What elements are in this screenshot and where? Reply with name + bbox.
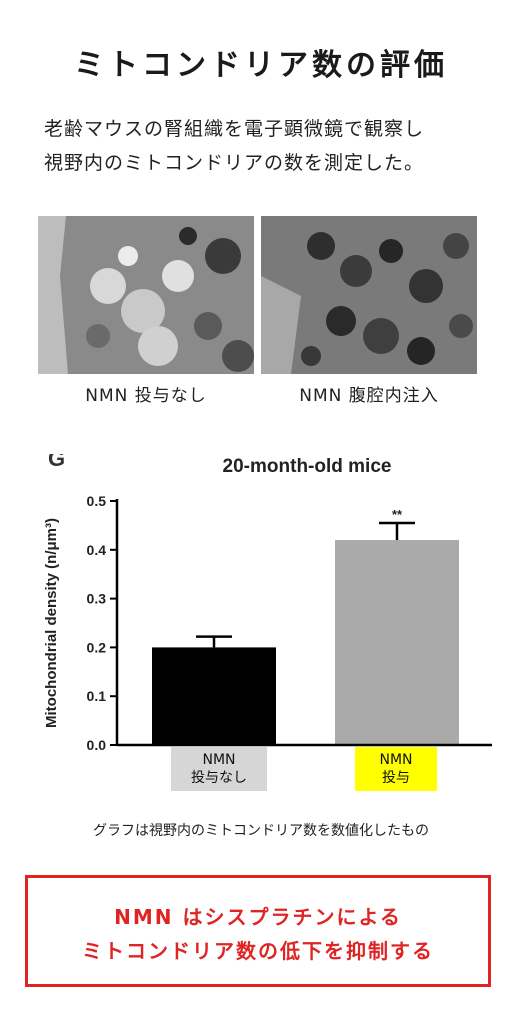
chart-title: 20-month-old mice — [223, 456, 392, 477]
y-tick-label-4: 0.4 — [87, 542, 107, 558]
micrograph-no-nmn — [38, 216, 254, 374]
bar-2 — [335, 540, 459, 745]
x-label-nmn-line-1: NMN — [379, 752, 413, 768]
description: 老齢マウスの腎組織を電子顕微鏡で観察し 視野内のミトコンドリアの数を測定した。 — [44, 112, 494, 180]
y-tick-label-3: 0.3 — [87, 591, 107, 607]
y-tick-label-1: 0.1 — [87, 688, 107, 704]
micrograph-nmn-injected — [261, 216, 477, 374]
x-label-no-nmn-line-1: NMN — [202, 752, 236, 768]
description-line-1: 老齢マウスの腎組織を電子顕微鏡で観察し — [44, 118, 425, 140]
conclusion-line-2: ミトコンドリア数の低下を抑制する — [82, 939, 434, 963]
caption-nmn-injected: NMN 腹腔内注入 — [299, 386, 439, 406]
significance-marker-2: ** — [392, 507, 403, 522]
mitochondria-bar-chart: 20-month-old mice Mitochondrial density (… — [43, 456, 492, 750]
y-tick-label-5: 0.5 — [87, 493, 107, 509]
bar-1 — [152, 647, 276, 745]
micrograph-no-nmn-texture — [38, 216, 254, 374]
panel-letter: G — [48, 446, 66, 471]
conclusion-line-1: NMN はシスプラチンによる — [114, 905, 402, 929]
x-label-no-nmn: NMN 投与なし — [171, 747, 267, 791]
page-title: ミトコンドリア数の評価 — [74, 48, 448, 83]
micrograph-nmn-texture — [261, 216, 477, 374]
y-tick-label-2: 0.2 — [87, 639, 107, 655]
chart-note: グラフは視野内のミトコンドリア数を数値化したもの — [93, 823, 429, 839]
x-label-nmn: NMN 投与 — [355, 747, 437, 791]
conclusion-box: NMN はシスプラチンによる ミトコンドリア数の低下を抑制する — [25, 875, 491, 987]
y-tick-label-0: 0.0 — [87, 737, 107, 750]
y-axis-label: Mitochondrial density (n/μm³) — [43, 518, 60, 728]
description-line-2: 視野内のミトコンドリアの数を測定した。 — [44, 152, 425, 174]
x-label-nmn-line-2: 投与 — [382, 770, 410, 786]
caption-no-nmn: NMN 投与なし — [85, 386, 207, 406]
x-label-no-nmn-line-2: 投与なし — [191, 770, 247, 786]
